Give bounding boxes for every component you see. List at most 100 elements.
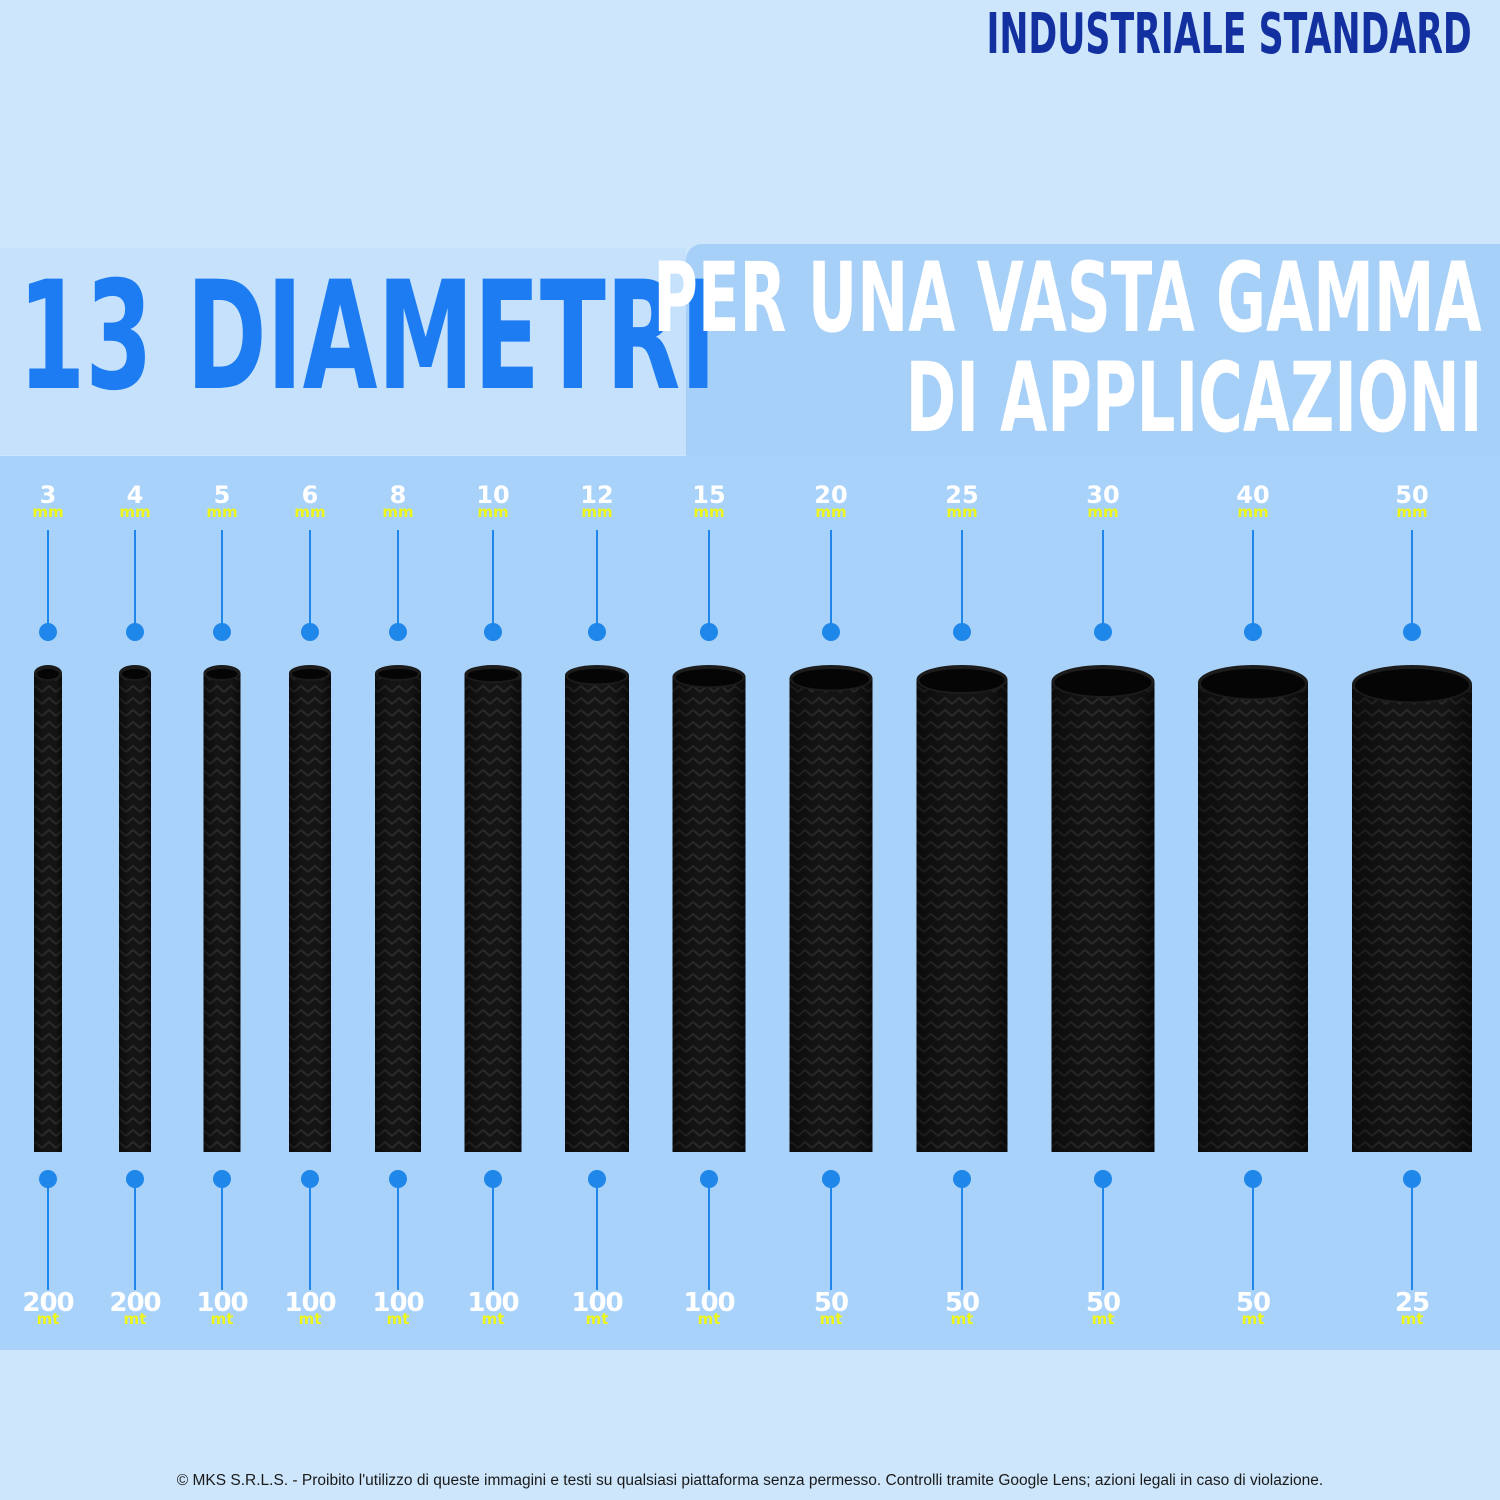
length-label: 100 mt bbox=[284, 1288, 336, 1328]
diameter-pointer-dot bbox=[822, 623, 840, 641]
length-pointer-dot bbox=[389, 1170, 407, 1188]
diameter-label: 5 mm bbox=[206, 481, 238, 521]
hose-shading bbox=[1051, 681, 1155, 1152]
diameter-value: 12 bbox=[580, 481, 614, 509]
length-pointer-dot bbox=[822, 1170, 840, 1188]
hose-bore bbox=[1054, 669, 1152, 696]
hose-bore bbox=[792, 669, 870, 690]
length-unit: mt bbox=[697, 1310, 721, 1328]
diameter-unit: mm bbox=[581, 503, 613, 521]
hose-shading bbox=[34, 673, 62, 1152]
length-label: 100 mt bbox=[683, 1290, 735, 1328]
length-unit: mt bbox=[386, 1310, 410, 1328]
diameter-value: 6 bbox=[301, 481, 319, 509]
length-unit: mt bbox=[819, 1310, 843, 1328]
length-pointer-dot bbox=[700, 1170, 718, 1188]
length-unit: mt bbox=[298, 1310, 322, 1328]
diameter-pointer-dot bbox=[213, 623, 231, 641]
diameter-pointer-dot bbox=[700, 623, 718, 641]
diameter-pointer-dot bbox=[1094, 623, 1112, 641]
hose-size-panel: 3 mm 200 mt 4 mm 200 mt 5 mm 100 mt 6 mm 100 mt 8 mm 100 mt… bbox=[0, 456, 1500, 1350]
hose-shading bbox=[464, 674, 522, 1152]
diameter-label: 10 mm bbox=[476, 481, 510, 521]
diameter-value: 4 bbox=[126, 481, 144, 509]
headline-left-background bbox=[0, 248, 686, 455]
length-unit: mt bbox=[1400, 1310, 1424, 1328]
length-pointer-dot bbox=[39, 1170, 57, 1188]
diameter-unit: mm bbox=[382, 503, 414, 521]
diameter-pointer-dot bbox=[953, 623, 971, 641]
length-unit: mt bbox=[123, 1310, 147, 1328]
diameter-unit: mm bbox=[815, 503, 847, 521]
hose-lineup bbox=[34, 530, 1472, 1290]
header-title: INDUSTRIALE STANDARD bbox=[986, 2, 1472, 67]
diameter-unit: mm bbox=[294, 503, 326, 521]
hose-shading bbox=[565, 675, 629, 1152]
diameter-value: 20 bbox=[814, 481, 848, 509]
length-value: 100 bbox=[284, 1288, 336, 1318]
length-label: 200 mt bbox=[109, 1290, 161, 1328]
length-value: 100 bbox=[467, 1288, 519, 1318]
diameter-unit: mm bbox=[477, 503, 509, 521]
length-pointer-dot bbox=[484, 1170, 502, 1188]
length-label: 50 mt bbox=[1236, 1290, 1271, 1327]
hose-shading bbox=[789, 678, 873, 1152]
diameter-pointer-dot bbox=[1244, 623, 1262, 641]
diameter-label: 8 mm bbox=[382, 483, 414, 521]
diameter-label: 12 mm bbox=[580, 481, 614, 521]
length-label: 50 mt bbox=[944, 1288, 980, 1328]
diameter-value: 15 bbox=[692, 481, 726, 509]
diameter-label: 25 mm bbox=[945, 483, 978, 521]
length-label: 200 mt bbox=[22, 1288, 74, 1328]
length-unit: mt bbox=[36, 1310, 60, 1328]
length-value: 50 bbox=[944, 1288, 980, 1318]
diameter-value: 10 bbox=[476, 481, 510, 509]
hose-shading bbox=[1352, 684, 1472, 1152]
hose-bore bbox=[919, 669, 1005, 693]
length-value: 100 bbox=[196, 1288, 248, 1318]
length-pointer-dot bbox=[1403, 1170, 1421, 1188]
hose-shading bbox=[916, 679, 1008, 1152]
diameter-unit: mm bbox=[1396, 503, 1428, 521]
hose-bore bbox=[467, 669, 519, 682]
length-unit: mt bbox=[1091, 1310, 1115, 1328]
hose-bore bbox=[1201, 669, 1305, 699]
diameter-label: 6 mm bbox=[294, 481, 326, 521]
length-value: 50 bbox=[813, 1288, 849, 1318]
diameter-value: 50 bbox=[1395, 481, 1429, 509]
length-unit: mt bbox=[481, 1310, 505, 1328]
diameter-label: 20 mm bbox=[814, 481, 848, 521]
length-unit: mt bbox=[210, 1310, 234, 1328]
diameter-unit: mm bbox=[1237, 503, 1269, 521]
length-pointer-dot bbox=[213, 1170, 231, 1188]
length-pointer-dot bbox=[1244, 1170, 1262, 1188]
length-pointer-dot bbox=[1094, 1170, 1112, 1188]
hose-shading bbox=[1198, 682, 1308, 1152]
diameter-pointer-dot bbox=[301, 623, 319, 641]
hose-shading bbox=[375, 673, 421, 1152]
hose-bore bbox=[206, 669, 238, 679]
length-label: 50 mt bbox=[1085, 1288, 1121, 1328]
diameter-unit: mm bbox=[206, 503, 238, 521]
hose-bore bbox=[568, 669, 626, 684]
hose-bore bbox=[1355, 669, 1469, 702]
diameter-value: 3 bbox=[39, 481, 57, 509]
headline-main: 13 DIAMETRI bbox=[18, 250, 717, 424]
diameter-unit: mm bbox=[946, 503, 978, 521]
length-value: 100 bbox=[571, 1288, 623, 1318]
hose-shading bbox=[672, 676, 746, 1152]
diameter-unit: mm bbox=[32, 503, 64, 521]
diameter-value: 5 bbox=[213, 481, 231, 509]
copyright-footer: © MKS S.R.L.S. - Proibito l'utilizzo di … bbox=[176, 1472, 1324, 1489]
hose-bore bbox=[37, 669, 59, 679]
length-label: 50 mt bbox=[813, 1288, 849, 1328]
diameter-unit: mm bbox=[1087, 503, 1119, 521]
diameter-pointer-dot bbox=[588, 623, 606, 641]
length-value: 50 bbox=[1085, 1288, 1121, 1318]
length-unit: mt bbox=[950, 1310, 974, 1328]
diameter-label: 3 mm bbox=[32, 481, 64, 521]
diameter-unit: mm bbox=[119, 503, 151, 521]
hose-bore bbox=[122, 669, 148, 679]
diameter-pointer-dot bbox=[484, 623, 502, 641]
length-value: 200 bbox=[22, 1288, 74, 1318]
